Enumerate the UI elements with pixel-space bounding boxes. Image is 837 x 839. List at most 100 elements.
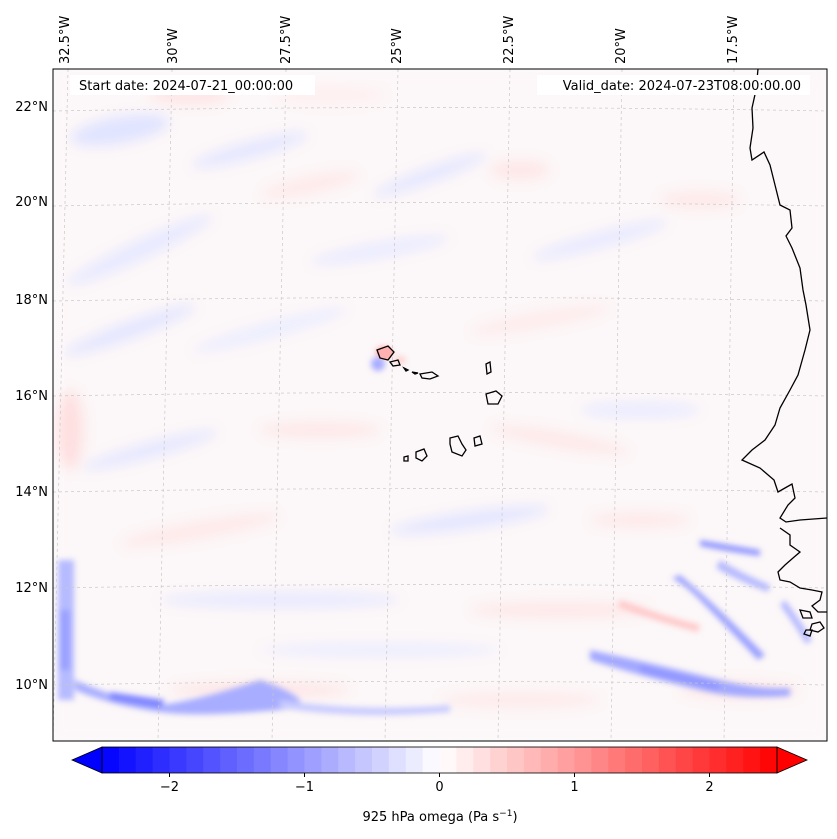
colorbar-cell bbox=[439, 747, 457, 773]
colorbar-tick-label: 1 bbox=[570, 780, 578, 795]
colorbar-cell bbox=[135, 747, 154, 773]
island-fogo bbox=[415, 448, 428, 462]
map-panel: Start date: 2024-07-21_00:00:00 Valid_da… bbox=[52, 68, 828, 742]
colorbar-cell bbox=[169, 747, 187, 773]
colorbar-cell bbox=[118, 747, 137, 773]
start-date-annotation: Start date: 2024-07-21_00:00:00 bbox=[70, 75, 315, 95]
lat-label-22n: 22°N bbox=[15, 100, 48, 115]
lon-label-22-5w: 22.5°W bbox=[502, 16, 517, 64]
meridian-30w bbox=[157, 69, 173, 741]
colorbar-cell bbox=[760, 747, 778, 773]
lat-label-18n: 18°N bbox=[15, 293, 48, 308]
parallel-18n bbox=[53, 297, 827, 302]
omega-field bbox=[53, 69, 827, 741]
lon-label-27-5w: 27.5°W bbox=[279, 16, 294, 64]
parallel-20n bbox=[53, 202, 827, 207]
parallel-10n bbox=[53, 681, 827, 686]
cape-verde-islands bbox=[376, 345, 503, 462]
colorbar-cell bbox=[642, 747, 660, 773]
meridian-25w bbox=[384, 69, 399, 741]
meridian-27-5w bbox=[271, 69, 287, 741]
colorbar-cell bbox=[709, 747, 727, 773]
lon-label-32-5w: 32.5°W bbox=[58, 16, 73, 64]
colorbar: −2 −1 0 1 2 925 hPa omega (Pa s−1) bbox=[70, 746, 809, 825]
meridian-32-5w bbox=[53, 69, 69, 741]
colorbar-cell bbox=[473, 747, 491, 773]
colorbar-tick-label: −1 bbox=[295, 780, 314, 795]
island-santiago bbox=[449, 435, 467, 457]
colorbar-tick-label: 2 bbox=[705, 780, 713, 795]
graticule bbox=[53, 69, 827, 741]
colorbar-cell bbox=[152, 747, 171, 773]
island-boa-vista bbox=[485, 390, 503, 405]
colorbar-cell bbox=[186, 747, 204, 773]
colorbar-cell bbox=[220, 747, 238, 773]
colorbar-cell bbox=[253, 747, 272, 773]
longitude-labels: 32.5°W 30°W 27.5°W 25°W 22.5°W 20°W 17.5… bbox=[58, 16, 741, 64]
map-border bbox=[52, 68, 828, 742]
colorbar-extend-high bbox=[776, 746, 809, 774]
colorbar-cell bbox=[405, 747, 424, 773]
colorbar-cell bbox=[743, 747, 761, 773]
lon-label-30w: 30°W bbox=[166, 28, 181, 64]
island-maio bbox=[473, 435, 483, 447]
island-brava bbox=[403, 455, 409, 462]
colorbar-cell bbox=[523, 747, 542, 773]
colorbar-cell bbox=[372, 747, 390, 773]
colorbar-cell bbox=[608, 747, 626, 773]
meridian-20w bbox=[610, 69, 623, 741]
colorbar-cell bbox=[321, 747, 339, 773]
lon-label-20w: 20°W bbox=[614, 28, 629, 64]
latitude-labels: 22°N 20°N 18°N 16°N 14°N 12°N 10°N bbox=[15, 100, 48, 693]
island-sal bbox=[485, 360, 492, 376]
island-small bbox=[411, 371, 419, 375]
colorbar-cell bbox=[388, 747, 407, 773]
colorbar-tick-label: 0 bbox=[435, 780, 443, 795]
lat-label-12n: 12°N bbox=[15, 581, 48, 596]
valid-date-text: Valid_date: 2024-07-23T08:00:00.00 bbox=[563, 79, 801, 94]
colorbar-cell bbox=[726, 747, 744, 773]
lat-label-14n: 14°N bbox=[15, 485, 48, 500]
island-sao-vicente bbox=[388, 359, 401, 367]
lon-label-25w: 25°W bbox=[390, 28, 405, 64]
colorbar-cell bbox=[338, 747, 356, 773]
colorbar-cell bbox=[270, 747, 289, 773]
colorbar-cell bbox=[237, 747, 255, 773]
colorbar-ticks bbox=[169, 773, 710, 777]
valid-date-annotation: Valid_date: 2024-07-23T08:00:00.00 bbox=[537, 75, 810, 95]
colorbar-cell bbox=[658, 747, 677, 773]
lat-label-20n: 20°N bbox=[15, 195, 48, 210]
parallel-14n bbox=[53, 488, 827, 493]
meridian-22-5w bbox=[497, 69, 511, 741]
west-africa-coastline bbox=[740, 69, 827, 637]
colorbar-cell bbox=[675, 747, 694, 773]
island-santa-luzia bbox=[402, 366, 410, 372]
colorbar-cell bbox=[203, 747, 221, 773]
colorbar-cell bbox=[355, 747, 373, 773]
island-santo-antao bbox=[376, 345, 395, 361]
parallel-22n bbox=[53, 107, 827, 112]
colorbar-tick-label: −2 bbox=[160, 780, 179, 795]
parallel-12n bbox=[53, 584, 827, 589]
lon-label-17-5w: 17.5°W bbox=[726, 16, 741, 64]
colorbar-extend-low bbox=[70, 746, 103, 774]
colorbar-cell bbox=[591, 747, 609, 773]
colorbar-cell bbox=[456, 747, 474, 773]
colorbar-label: 925 hPa omega (Pa s−1) bbox=[362, 809, 517, 825]
colorbar-cell bbox=[422, 747, 441, 773]
colorbar-cell bbox=[574, 747, 592, 773]
colorbar-cell bbox=[102, 747, 120, 773]
colorbar-cell bbox=[507, 747, 525, 773]
colorbar-cells bbox=[102, 747, 778, 773]
parallel-16n bbox=[53, 392, 827, 397]
colorbar-tick-labels: −2 −1 0 1 2 bbox=[160, 780, 714, 795]
start-date-text: Start date: 2024-07-21_00:00:00 bbox=[79, 79, 293, 94]
colorbar-cell bbox=[540, 747, 559, 773]
colorbar-cell bbox=[490, 747, 508, 773]
colorbar-cell bbox=[287, 747, 306, 773]
meridian-17-5w bbox=[723, 69, 735, 741]
lat-label-16n: 16°N bbox=[15, 389, 48, 404]
colorbar-cell bbox=[304, 747, 322, 773]
colorbar-cell bbox=[625, 747, 643, 773]
